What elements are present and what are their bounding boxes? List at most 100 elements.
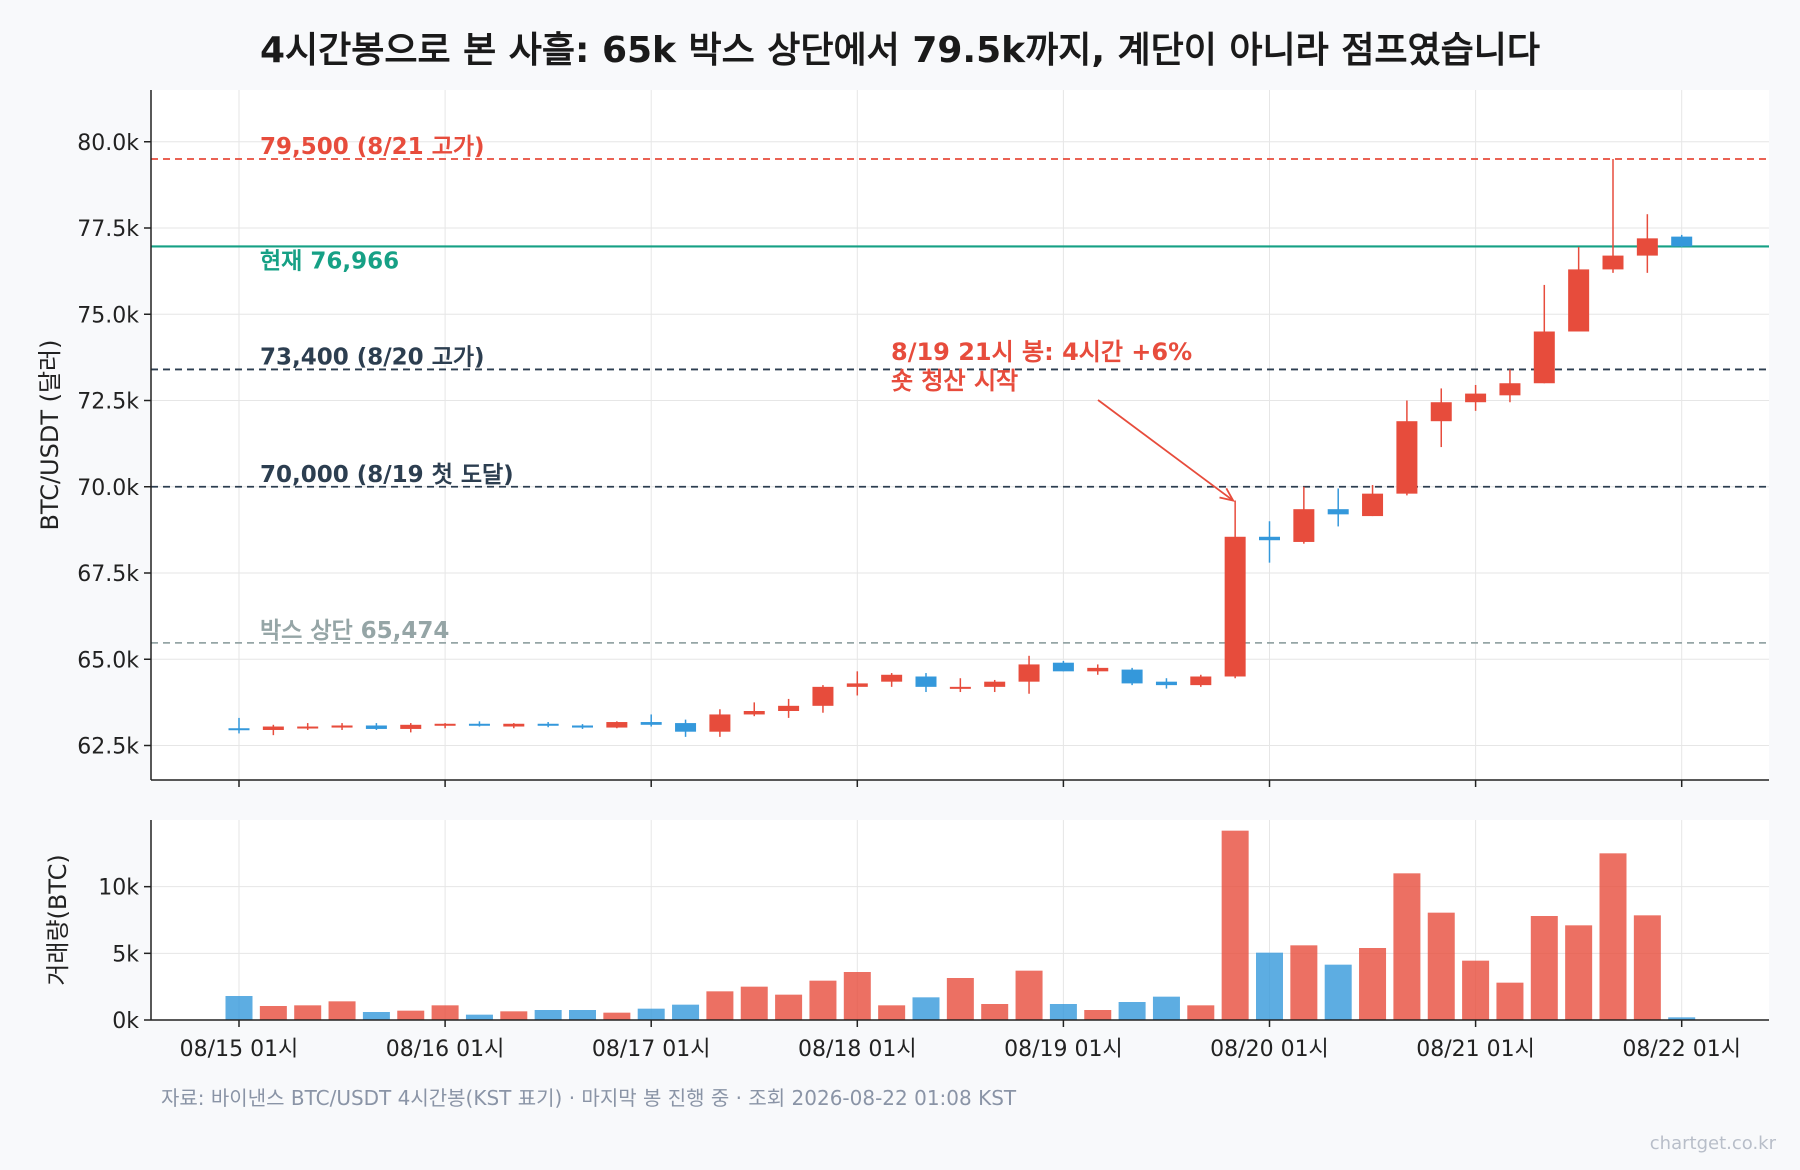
volume-bar xyxy=(1565,925,1593,1020)
candle-body xyxy=(1259,536,1280,541)
volume-bar xyxy=(225,996,253,1020)
candle-body xyxy=(709,714,731,732)
reference-lines: 79,500 (8/21 고가) 현재 76,966 73,400 (8/20 고가… xyxy=(151,134,1769,644)
volume-bar xyxy=(775,994,803,1020)
candles xyxy=(228,159,1693,737)
candle-body xyxy=(468,723,490,726)
candle-body xyxy=(1533,331,1555,384)
candle-body xyxy=(1224,536,1246,677)
volume-bar xyxy=(1049,1004,1077,1020)
volume-bar xyxy=(294,1005,322,1020)
reference-line-label: 현재 76,966 xyxy=(260,248,399,274)
volume-bar xyxy=(843,972,871,1020)
candle-body xyxy=(1465,393,1487,403)
candle-body xyxy=(1018,664,1040,682)
volume-bar xyxy=(569,1010,596,1020)
volume-y-tick-label: 10k xyxy=(98,876,139,901)
price-y-axis-label: BTC/USDT (달러) xyxy=(36,339,64,530)
volume-bar xyxy=(1221,830,1249,1020)
candle-body xyxy=(1293,509,1315,542)
annotation-arrowhead xyxy=(1219,487,1235,502)
price-axes: 62.5k 65.0k 67.5k 70.0k 72.5k 75.0k 77.5k 80.0k xyxy=(77,90,1769,787)
candle-body xyxy=(640,722,662,725)
volume-bar xyxy=(946,978,974,1020)
volume-bar xyxy=(1015,970,1043,1020)
candle-body xyxy=(262,726,284,730)
price-y-tick-label: 75.0k xyxy=(77,303,139,328)
x-tick-label: 08/16 01시 xyxy=(386,1037,505,1062)
volume-bar xyxy=(1118,1002,1146,1020)
x-tick-label: 08/15 01시 xyxy=(180,1037,299,1062)
volume-bar xyxy=(1530,916,1558,1020)
price-y-tick-label: 65.0k xyxy=(77,648,139,673)
price-y-tick-label: 77.5k xyxy=(77,217,139,242)
x-tick-label: 08/18 01시 xyxy=(798,1037,917,1062)
candle-body xyxy=(400,724,422,729)
reference-line-label: 79,500 (8/21 고가) xyxy=(260,134,485,160)
volume-bar xyxy=(1427,912,1455,1020)
price-y-tick-label: 70.0k xyxy=(77,476,139,501)
volume-bar xyxy=(981,1004,1009,1020)
price-y-tick-label: 80.0k xyxy=(77,131,139,156)
volume-bar xyxy=(603,1012,631,1020)
candle-body xyxy=(297,726,319,729)
volume-panel: 08/15 01시 08/16 01시 08/17 01시 08/18 01시 08/1… xyxy=(44,820,1769,1062)
x-tick-label: 08/19 01시 xyxy=(1004,1037,1123,1062)
reference-line-label: 박스 상단 65,474 xyxy=(260,618,449,644)
volume-bar xyxy=(912,997,940,1020)
volume-bar xyxy=(465,1014,493,1020)
candle-body xyxy=(1121,669,1143,684)
volume-bar xyxy=(500,1011,528,1020)
volume-bar xyxy=(534,1010,562,1020)
volume-bar xyxy=(1290,945,1318,1020)
price-y-tick-label: 72.5k xyxy=(77,390,139,415)
candle-body xyxy=(606,722,628,728)
candle-body xyxy=(1671,236,1693,247)
candle-body xyxy=(881,674,903,682)
candle-body xyxy=(503,723,525,727)
candle-body xyxy=(915,676,937,687)
price-y-tick-label: 62.5k xyxy=(77,735,139,760)
source-footnote: 자료: 바이낸스 BTC/USDT 4시간봉(KST 표기) · 마지막 봉 진… xyxy=(161,1086,1017,1110)
volume-bar xyxy=(362,1012,390,1020)
volume-bar xyxy=(1462,960,1490,1020)
volume-bar xyxy=(1084,1010,1112,1020)
candle-body xyxy=(1327,509,1349,515)
candle-body xyxy=(1362,493,1384,517)
annotation-arrow xyxy=(1097,399,1234,502)
price-y-tick-label: 67.5k xyxy=(77,562,139,587)
volume-bar xyxy=(1668,1017,1696,1020)
candle-body xyxy=(675,723,697,732)
candle-body xyxy=(537,723,559,726)
candle-body xyxy=(365,725,387,729)
candle-body xyxy=(1430,402,1452,422)
candle-body xyxy=(1636,238,1658,256)
volume-y-tick-label: 5k xyxy=(112,942,139,967)
volume-bar xyxy=(740,986,768,1020)
candle-body xyxy=(434,723,456,726)
candle-body xyxy=(1087,667,1109,672)
annotation-line-1: 8/19 21시 봉: 4시간 +6% xyxy=(891,338,1192,366)
volume-bar xyxy=(672,1004,700,1020)
volume-y-tick-label: 0k xyxy=(112,1009,139,1034)
x-tick-label: 08/20 01시 xyxy=(1210,1037,1329,1062)
reference-line-label: 73,400 (8/20 고가) xyxy=(260,344,485,370)
volume-bars xyxy=(225,830,1696,1020)
volume-bar xyxy=(259,1006,287,1020)
candle-body xyxy=(1052,662,1074,672)
volume-bar xyxy=(328,1001,356,1020)
volume-y-axis-label: 거래량(BTC) xyxy=(44,854,72,985)
brand-watermark: chartget.co.kr xyxy=(1650,1133,1777,1154)
reference-line-label: 70,000 (8/19 첫 도달) xyxy=(260,462,514,488)
volume-bar xyxy=(1256,952,1283,1020)
x-tick-label: 08/21 01시 xyxy=(1416,1037,1535,1062)
annotation: 8/19 21시 봉: 4시간 +6% 숏 청산 시작 xyxy=(891,338,1235,502)
candle-body xyxy=(1568,269,1590,332)
volume-bar xyxy=(637,1008,665,1020)
volume-bar xyxy=(1393,873,1421,1020)
annotation-line-2: 숏 청산 시작 xyxy=(891,367,1018,395)
price-grid xyxy=(151,90,1769,780)
x-tick-label: 08/22 01시 xyxy=(1622,1037,1741,1062)
candle-body xyxy=(572,725,593,728)
